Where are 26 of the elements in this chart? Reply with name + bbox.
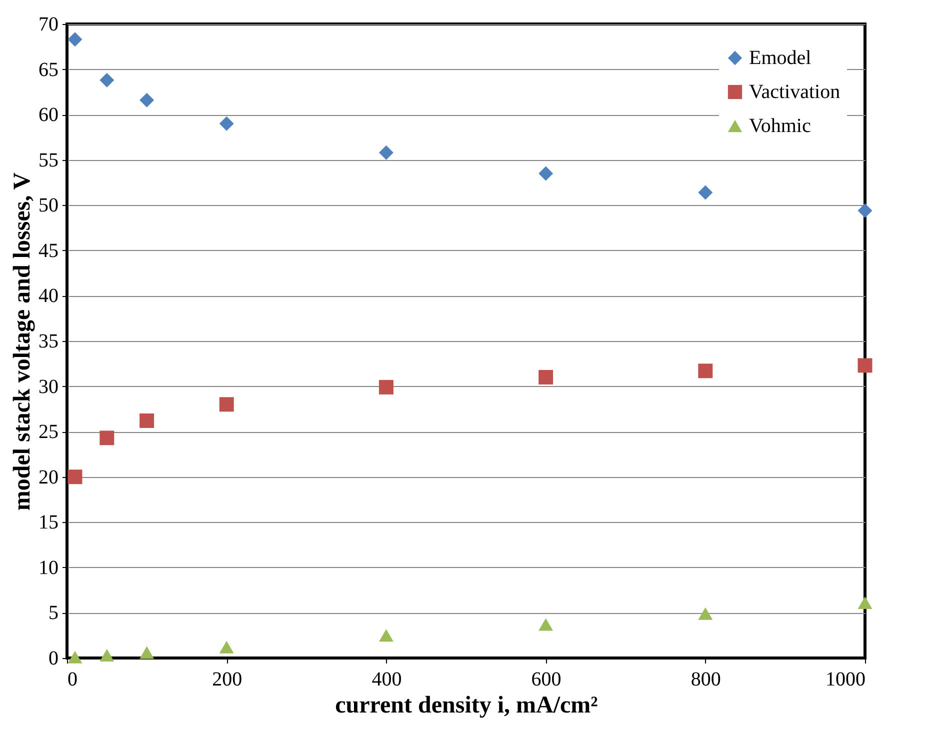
y-tick-label: 30 (38, 376, 58, 398)
x-tick-label: 400 (372, 668, 402, 690)
y-tick-label: 20 (38, 466, 58, 488)
y-tick-label: 35 (38, 330, 58, 352)
y-tick-label: 70 (38, 14, 58, 36)
y-tick-label: 65 (38, 58, 58, 81)
y-tick-label: 50 (38, 194, 58, 217)
y-tick-label: 60 (38, 104, 58, 126)
x-tick-label: 600 (531, 668, 562, 690)
legend-label: Vactivation (749, 81, 840, 103)
y-tick-label: 45 (38, 240, 58, 262)
y-tick-label: 25 (38, 421, 58, 444)
y-tick-label: 5 (48, 602, 58, 624)
x-tick-label: 1000 (826, 668, 866, 690)
y-tick-label: 0 (48, 648, 58, 670)
legend-label: Emodel (749, 47, 812, 69)
x-axis-title: current density i, mA/cm² (335, 692, 598, 718)
x-tick-label: 0 (68, 668, 78, 690)
y-tick-label: 15 (38, 512, 58, 534)
x-tick-label: 800 (690, 668, 721, 690)
x-tick-label: 200 (212, 668, 242, 690)
y-axis-title: model stack voltage and losses, V (10, 172, 36, 511)
legend-label: Vohmic (749, 115, 811, 137)
y-tick-label: 55 (38, 149, 58, 172)
y-tick-label: 40 (38, 285, 58, 308)
y-tick-label: 10 (38, 556, 58, 579)
